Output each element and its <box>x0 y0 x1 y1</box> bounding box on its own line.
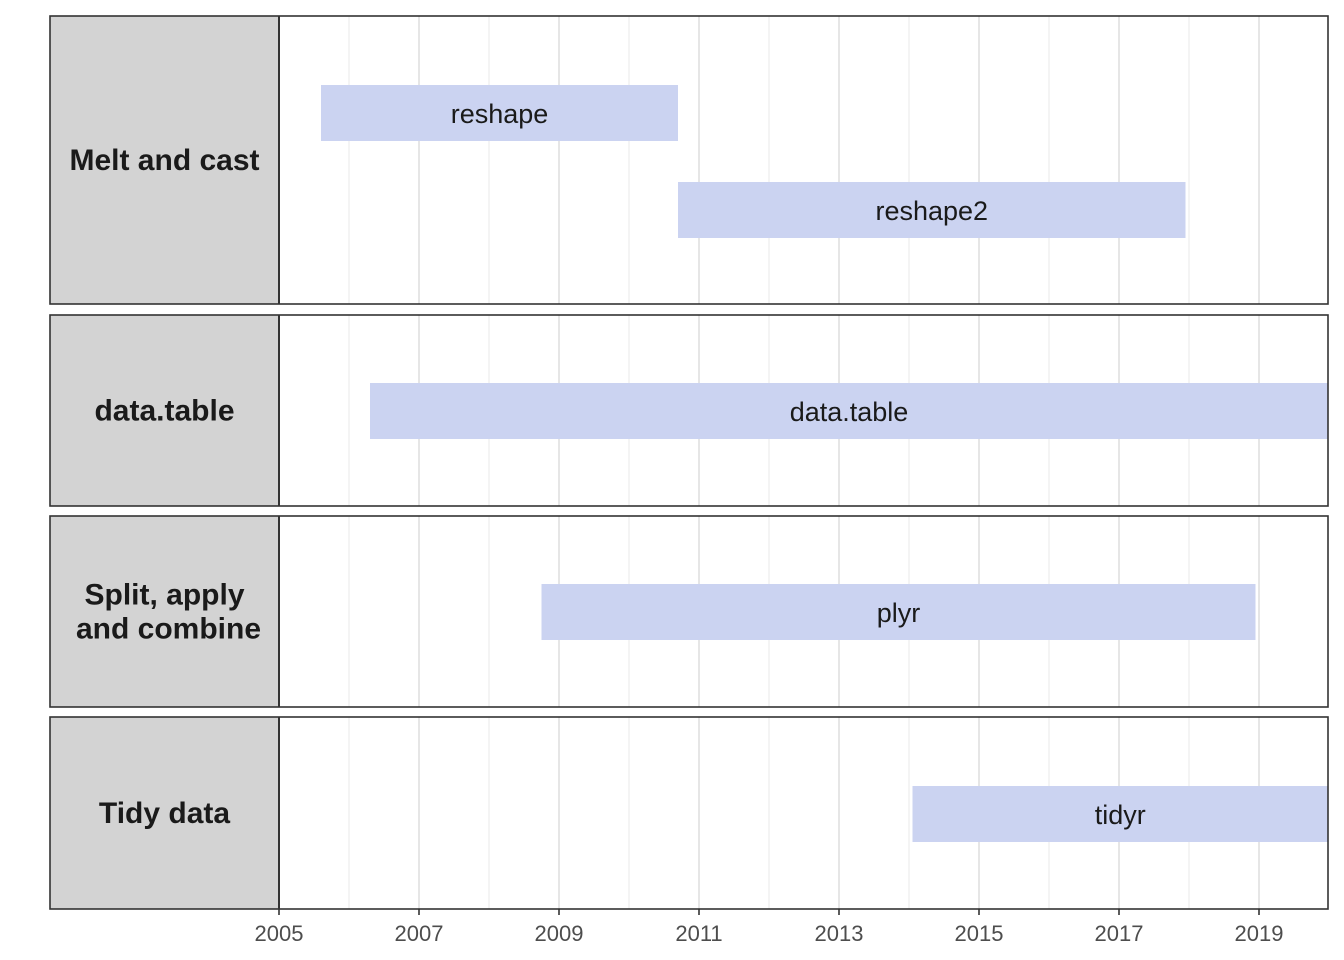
facet-panel: data.table data.table <box>49 314 1329 507</box>
bar-label: reshape <box>451 99 549 129</box>
x-tick-label: 2009 <box>535 921 584 946</box>
panel-border <box>49 15 1329 305</box>
strip-label-line: data.table <box>94 395 234 428</box>
strip-label-line: and combine <box>76 613 261 646</box>
timeline-bar <box>541 584 1256 640</box>
x-tick-label: 2019 <box>1235 921 1284 946</box>
x-axis: 2005 2007 2009 2011 2013 2015 2017 2019 <box>255 909 1284 946</box>
facet-panel: reshape reshape2 Melt and cast <box>49 15 1329 305</box>
x-tick-label: 2015 <box>955 921 1004 946</box>
bar-label: reshape2 <box>875 196 988 226</box>
strip-label: Tidy data <box>99 797 230 830</box>
strip-background <box>50 516 279 707</box>
strip-background <box>50 16 279 304</box>
strip-label-line: Melt and cast <box>69 144 259 177</box>
strip-label-line: Split, apply <box>84 579 244 612</box>
bar-label: data.table <box>790 397 909 427</box>
strip-background <box>50 717 279 909</box>
strip-label: data.table <box>94 395 234 428</box>
x-tick-label: 2007 <box>395 921 444 946</box>
panel-border <box>49 314 1329 507</box>
timeline-bar <box>321 85 678 141</box>
x-tick-label: 2013 <box>815 921 864 946</box>
strip-label: Split, apply and combine <box>76 579 261 646</box>
timeline-bar <box>370 383 1328 439</box>
timeline-bar <box>912 786 1328 842</box>
panel-border <box>49 716 1329 910</box>
x-tick-label: 2017 <box>1095 921 1144 946</box>
strip-label-line: Tidy data <box>99 797 230 830</box>
x-tick-label: 2005 <box>255 921 304 946</box>
facet-panel: tidyr Tidy data <box>49 716 1329 910</box>
bar-label: plyr <box>877 598 921 628</box>
x-tick-label: 2011 <box>675 921 722 946</box>
panel-background <box>279 16 1328 304</box>
strip-label: Melt and cast <box>69 144 259 177</box>
facet-panel: plyr Split, apply and combine <box>49 515 1329 708</box>
strip-background <box>50 315 279 506</box>
timeline-bar <box>678 182 1186 238</box>
panel-border <box>49 515 1329 708</box>
bar-label: tidyr <box>1095 800 1146 830</box>
